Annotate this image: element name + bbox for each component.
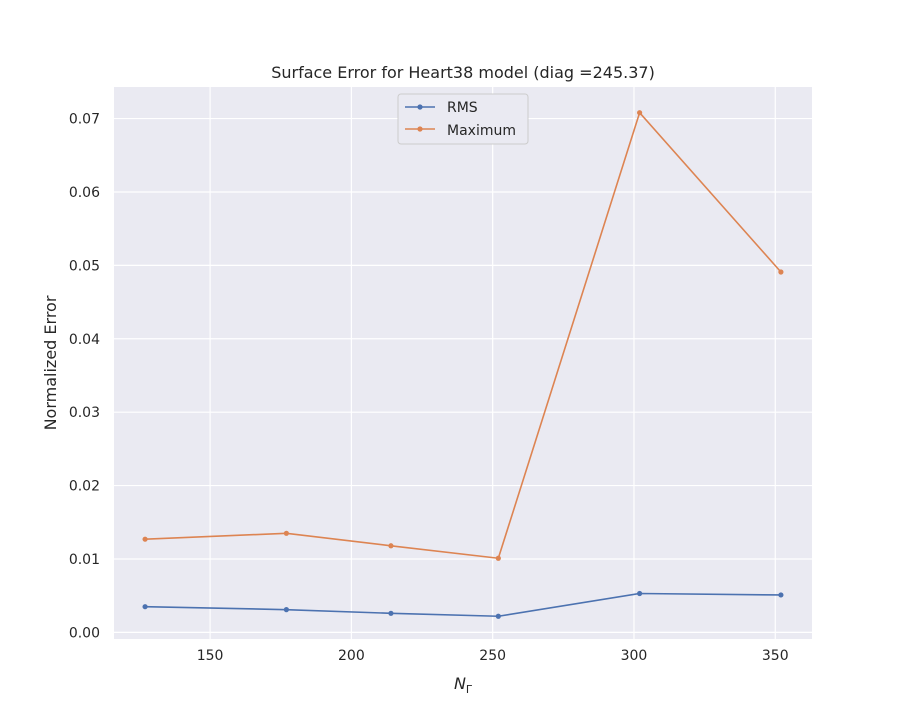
data-point-maximum bbox=[283, 530, 289, 536]
data-point-maximum bbox=[495, 555, 501, 561]
data-point-rms bbox=[388, 610, 394, 616]
data-point-maximum bbox=[142, 536, 148, 542]
x-tick-label: 300 bbox=[621, 648, 648, 664]
y-tick-label: 0.05 bbox=[69, 258, 100, 274]
x-axis-label: NΓ bbox=[454, 674, 473, 696]
legend-label-rms: RMS bbox=[447, 100, 478, 116]
y-tick-label: 0.06 bbox=[69, 185, 100, 201]
x-tick-label: 350 bbox=[762, 648, 789, 664]
legend-marker-rms bbox=[417, 104, 423, 110]
data-point-maximum bbox=[778, 269, 784, 275]
data-point-rms bbox=[778, 592, 784, 598]
y-tick-label: 0.01 bbox=[69, 552, 100, 568]
y-tick-label: 0.00 bbox=[69, 625, 100, 641]
y-tick-label: 0.04 bbox=[69, 332, 100, 348]
x-tick-label: 250 bbox=[479, 648, 506, 664]
y-tick-label: 0.02 bbox=[69, 479, 100, 495]
legend-label-maximum: Maximum bbox=[447, 123, 516, 139]
x-tick-label: 150 bbox=[197, 648, 224, 664]
x-axis-label-subscript: Γ bbox=[466, 683, 473, 696]
legend: RMS Maximum bbox=[397, 93, 529, 145]
data-point-maximum bbox=[637, 110, 643, 116]
data-point-rms bbox=[283, 607, 289, 613]
data-point-rms bbox=[495, 613, 501, 619]
y-tick-label: 0.07 bbox=[69, 112, 100, 128]
series-line-rms bbox=[145, 592, 781, 618]
x-tick-label: 200 bbox=[338, 648, 365, 664]
x-axis-label-main: N bbox=[454, 674, 466, 693]
tick-labels: 150 200 250 300 350 0.00 0.01 0.02 0.03 0.04 0.05 0… bbox=[69, 112, 789, 664]
data-point-maximum bbox=[388, 543, 394, 549]
chart-title: Surface Error for Heart38 model (diag =2… bbox=[271, 63, 655, 82]
data-point-rms bbox=[142, 604, 148, 610]
data-point-rms bbox=[637, 590, 643, 597]
series-layer bbox=[142, 110, 784, 619]
y-axis-label: Normalized Error bbox=[41, 295, 60, 430]
y-tick-label: 0.03 bbox=[69, 405, 100, 421]
legend-marker-maximum bbox=[417, 126, 423, 132]
plot-area bbox=[114, 87, 812, 639]
series-line-maximum bbox=[145, 111, 782, 560]
